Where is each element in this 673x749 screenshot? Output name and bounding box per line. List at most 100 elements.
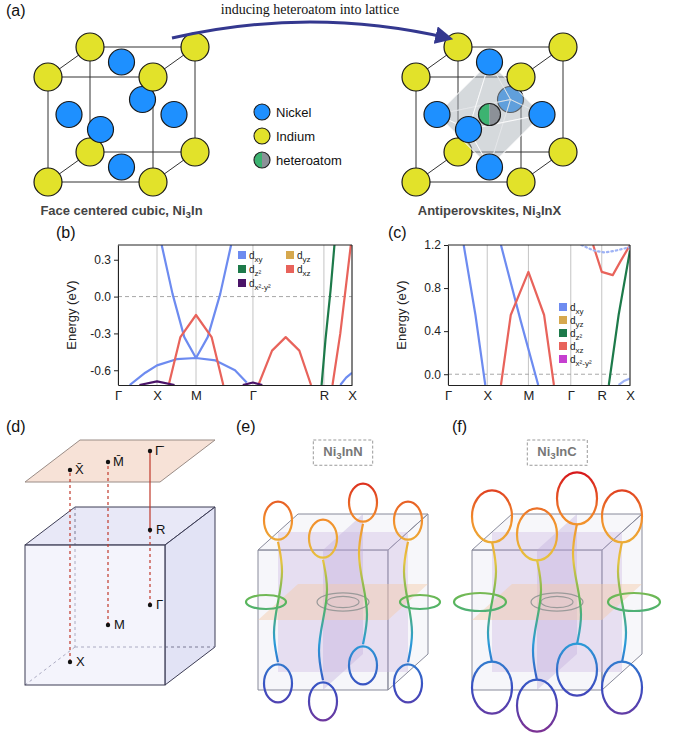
indium-atom <box>34 168 62 196</box>
tick-mark <box>114 260 118 261</box>
cube-edge <box>563 47 564 152</box>
k-point <box>106 460 110 464</box>
projection-line <box>149 451 150 530</box>
band-line <box>619 379 630 385</box>
tick: 0.3 <box>94 253 118 267</box>
panel-label: (b) <box>56 224 76 241</box>
cube-edge <box>48 77 153 78</box>
text-part: z² <box>255 269 262 278</box>
caption: Face centered cubic, Ni3In <box>40 203 202 220</box>
atom-legend-label: Indium <box>276 129 315 144</box>
k-point-label: Γ <box>156 597 163 612</box>
k-point <box>148 528 152 532</box>
tick-mark <box>444 331 448 332</box>
axis-line <box>449 385 631 386</box>
nickel-atom <box>477 49 503 75</box>
legend-label: dx²-y² <box>570 354 592 368</box>
tick: X <box>483 385 492 403</box>
cube-edge <box>48 182 153 183</box>
legend: dxydyzdz²dxzdx²-y² <box>559 302 592 368</box>
tick-label: -0.6 <box>90 364 111 378</box>
band-line <box>501 272 554 385</box>
legend-swatch <box>238 251 246 259</box>
center-ring <box>327 596 359 607</box>
nodal-line-panel: Ni3InC <box>454 440 660 732</box>
tick: M <box>523 385 534 403</box>
grid-line <box>528 245 529 385</box>
grid-line <box>157 245 158 385</box>
tick-mark <box>114 297 118 298</box>
text-part: yz <box>576 320 584 329</box>
grid-line <box>630 245 631 385</box>
nodal-line <box>404 542 412 662</box>
tick-mark <box>114 370 118 371</box>
nickel-atom <box>56 102 82 128</box>
tick: X <box>153 385 162 403</box>
nodal-loop <box>349 646 377 684</box>
heteroatom-half <box>262 152 270 168</box>
axis-line <box>118 246 119 386</box>
projection-line <box>69 470 70 662</box>
heteroatom-half <box>490 104 501 126</box>
panel-label: (a) <box>6 2 26 19</box>
tick-mark <box>114 333 118 334</box>
tick-label: Γ <box>115 388 122 403</box>
indium-atom <box>402 63 430 91</box>
mirror-plane <box>258 584 428 620</box>
tick-mark <box>444 374 448 375</box>
caption: Antiperovskites, Ni3InX <box>418 203 562 220</box>
legend-swatch <box>559 329 567 337</box>
projection-line <box>107 462 108 625</box>
text-part: x²-y² <box>576 359 592 368</box>
text-part: xy <box>255 255 263 264</box>
nodal-loop <box>264 502 292 540</box>
nodal-loop <box>557 644 597 696</box>
text-part: yz <box>303 255 311 264</box>
nodal-line <box>533 560 541 680</box>
nodal-loop <box>517 508 557 560</box>
nodal-loop <box>472 662 512 714</box>
text-part: InN <box>342 444 363 459</box>
text-part: InX <box>541 203 562 218</box>
tick-label: 0.4 <box>424 324 441 338</box>
tick-label: 0.0 <box>94 290 111 304</box>
nodal-loop <box>264 664 292 702</box>
tick: M <box>191 385 202 403</box>
arrow <box>172 22 448 38</box>
legend-label: dxy <box>249 250 263 264</box>
indium-atom <box>34 63 62 91</box>
tick: -0.3 <box>90 327 118 341</box>
tick: Γ <box>250 385 257 403</box>
nodal-line <box>359 524 367 644</box>
plot-background <box>118 245 352 385</box>
tick: 0.0 <box>424 368 448 382</box>
text-part: Face centered cubic, Ni <box>40 203 185 218</box>
nodal-loop <box>608 593 660 611</box>
text-part: xy <box>576 307 584 316</box>
band-line <box>243 383 262 385</box>
tick-label: 0.3 <box>94 253 111 267</box>
plot-frame <box>118 245 352 246</box>
nodal-line <box>573 524 581 644</box>
grid-line <box>487 245 488 385</box>
indium-atom <box>139 168 167 196</box>
crystal <box>34 33 209 196</box>
figure: (a)(b)(c)(d)(e)(f)inducing heteroatom in… <box>0 0 673 749</box>
cube-edge <box>416 182 521 183</box>
tick: Γ <box>568 385 575 403</box>
atom-legend-item: Nickel <box>254 104 312 120</box>
panel-label: (e) <box>236 418 256 435</box>
indium-atom <box>402 168 430 196</box>
band-line <box>464 245 486 385</box>
label-box <box>313 440 372 465</box>
panel-label: (d) <box>6 418 26 435</box>
nickel-atom <box>109 154 135 180</box>
legend-swatch <box>559 342 567 350</box>
text-part: Antiperovskites, Ni <box>418 203 536 218</box>
legend-label: dxz <box>570 341 584 355</box>
grid-line <box>448 245 449 385</box>
tick-label: -0.3 <box>90 327 111 341</box>
tick: Γ <box>445 385 452 403</box>
k-point <box>68 660 72 664</box>
indium-atom <box>181 33 209 61</box>
